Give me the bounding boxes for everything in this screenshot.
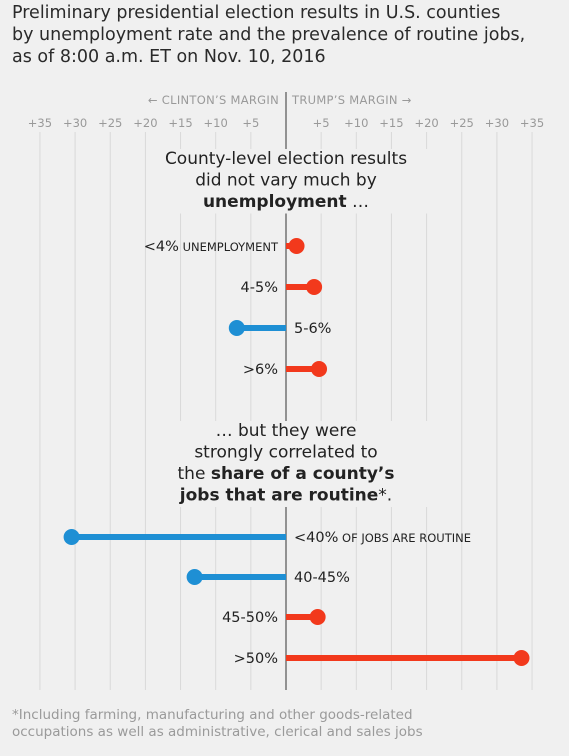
- margin-dot: [288, 238, 305, 254]
- heading-mask: [150, 170, 430, 192]
- row-label-value: <4%: [144, 239, 179, 255]
- heading-segment: jobs that are routine: [179, 486, 379, 506]
- row-label: 40-45%: [294, 570, 350, 586]
- row-label-value: 40-45%: [294, 570, 350, 586]
- dot-chart: +35 +30 +25 +20 +15 +10 +5 +5 +10 +15 +20 +25 +30 +35…: [28, 92, 544, 690]
- heading-segment: County-level election results: [165, 149, 407, 169]
- tick-label: +30: [485, 116, 509, 130]
- tick-label: +30: [63, 116, 87, 130]
- tick-label: +10: [204, 116, 228, 130]
- tick-label: +15: [379, 116, 403, 130]
- heading-mask: [150, 192, 430, 214]
- heading-mask: [150, 442, 430, 464]
- row-label: <4% UNEMPLOYMENT: [144, 239, 279, 255]
- heading-segment: …: [347, 192, 369, 212]
- panel-heading-line: jobs that are routine*.: [179, 486, 392, 506]
- heading-mask: [150, 149, 430, 171]
- row-label-suffix: UNEMPLOYMENT: [179, 240, 279, 254]
- footnote-line-2: occupations as well as administrative, c…: [12, 724, 423, 740]
- title-line-1: Preliminary presidential election result…: [12, 3, 501, 23]
- row-label: >6%: [243, 362, 278, 378]
- tick-label: +5: [313, 116, 330, 130]
- row-label: >50%: [234, 651, 278, 667]
- tick-label: +20: [133, 116, 157, 130]
- heading-segment: strongly correlated to: [194, 443, 377, 463]
- heading-segment: unemployment: [203, 192, 347, 212]
- tick-label: +35: [520, 116, 544, 130]
- title-line-2: by unemployment rate and the prevalence …: [12, 25, 526, 45]
- tick-label: +15: [168, 116, 192, 130]
- margin-dot: [228, 320, 245, 336]
- direction-labels: ← CLINTON’S MARGIN TRUMP’S MARGIN →: [148, 93, 412, 107]
- margin-dot: [311, 361, 328, 377]
- heading-segment: the: [178, 464, 211, 484]
- row-label-value: <40%: [294, 530, 338, 546]
- heading-segment: … but they were: [216, 421, 357, 441]
- margin-dot: [63, 529, 80, 545]
- tick-label: +25: [98, 116, 122, 130]
- row-label-value: >50%: [234, 651, 278, 667]
- heading-mask: [150, 464, 430, 486]
- trump-margin-label: TRUMP’S MARGIN →: [291, 93, 412, 107]
- tick-labels: +35 +30 +25 +20 +15 +10 +5 +5 +10 +15 +20 +25 +30 +35: [28, 116, 544, 130]
- margin-dot: [513, 650, 530, 666]
- row-label: 5-6%: [294, 321, 331, 337]
- row-label-suffix: OF JOBS ARE ROUTINE: [338, 531, 471, 545]
- panel-heading-line: County-level election results: [165, 149, 407, 169]
- row-label-value: 4-5%: [241, 280, 278, 296]
- tick-label: +10: [344, 116, 368, 130]
- row-label-value: 5-6%: [294, 321, 331, 337]
- row-label-value: >6%: [243, 362, 278, 378]
- panel-heading-line: strongly correlated to: [194, 443, 377, 463]
- tick-label: +25: [450, 116, 474, 130]
- chart-title: Preliminary presidential election result…: [12, 2, 557, 68]
- margin-dot: [186, 569, 203, 585]
- panel-heading-line: the share of a county’s: [178, 464, 395, 484]
- grid-layer: [39, 132, 533, 690]
- panel-heading-line: did not vary much by: [195, 171, 377, 191]
- heading-mask: [150, 421, 430, 443]
- heading-segment: share of a county’s: [211, 464, 395, 484]
- row-label-value: 45-50%: [222, 610, 278, 626]
- heading-segment: *.: [378, 486, 392, 506]
- panel-heading-line: unemployment …: [203, 192, 369, 212]
- margin-dot: [306, 279, 323, 295]
- clinton-margin-label: ← CLINTON’S MARGIN: [148, 93, 279, 107]
- tick-label: +35: [28, 116, 52, 130]
- title-line-3: as of 8:00 a.m. ET on Nov. 10, 2016: [12, 47, 326, 67]
- row-label: <40% OF JOBS ARE ROUTINE: [294, 530, 471, 546]
- footnote: *Including farming, manufacturing and ot…: [12, 707, 557, 741]
- heading-segment: did not vary much by: [195, 171, 377, 191]
- tick-label: +5: [242, 116, 259, 130]
- panel-heading-line: … but they were: [216, 421, 357, 441]
- tick-label: +20: [414, 116, 438, 130]
- row-label: 45-50%: [222, 610, 278, 626]
- margin-dot: [309, 609, 326, 625]
- footnote-line-1: *Including farming, manufacturing and ot…: [12, 707, 413, 723]
- row-label: 4-5%: [241, 280, 278, 296]
- heading-mask: [150, 485, 430, 507]
